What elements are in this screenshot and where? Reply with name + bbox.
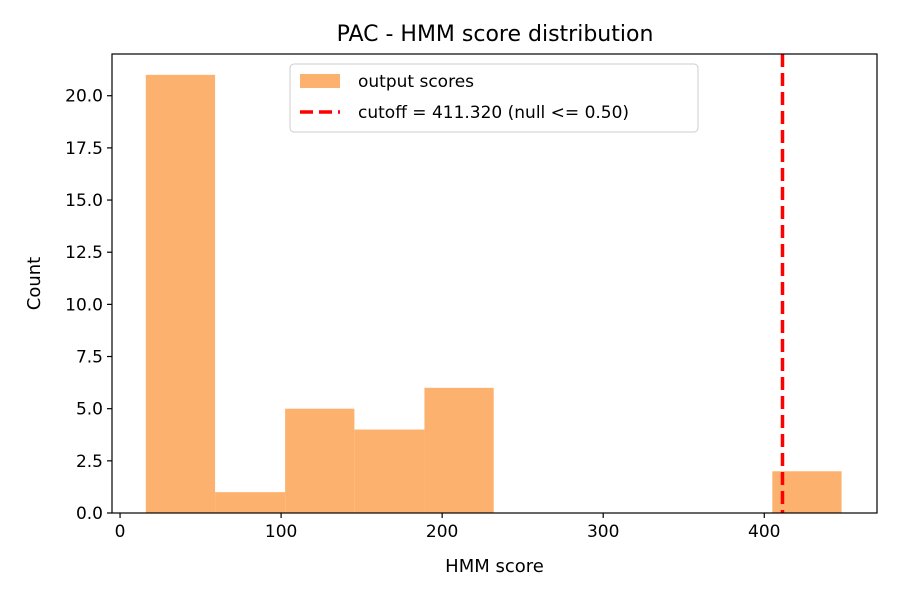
x-axis: 0 100 200 300 400: [115, 513, 780, 542]
chart-title: PAC - HMM score distribution: [337, 22, 654, 47]
histogram-bar: [215, 492, 286, 513]
y-tick-label: 0.0: [76, 504, 103, 524]
y-tick-label: 15.0: [65, 191, 103, 211]
x-axis-label: HMM score: [445, 556, 544, 577]
legend-box: [289, 63, 699, 133]
histogram-bar: [354, 429, 425, 513]
x-tick-label: 0: [115, 522, 126, 542]
histogram-bar: [424, 387, 494, 513]
x-tick-label: 100: [265, 522, 297, 542]
x-tick-label: 400: [748, 522, 780, 542]
y-axis-label: Count: [24, 257, 45, 310]
legend: output scores cutoff = 411.320 (null <= 0…: [289, 63, 699, 133]
y-tick-label: 12.5: [65, 243, 103, 263]
bars-layer: [145, 74, 842, 513]
y-tick-label: 10.0: [65, 295, 103, 315]
y-axis: 0.0 2.5 5.0 7.5 10.0 12.5 15.0 17.5 20.0: [65, 87, 112, 524]
x-tick-label: 200: [426, 522, 458, 542]
y-tick-label: 20.0: [65, 87, 103, 107]
legend-label: output scores: [358, 72, 474, 92]
plot-frame: [111, 53, 878, 514]
legend-patch: [300, 74, 340, 88]
histogram-bar: [145, 74, 216, 513]
legend-label: cutoff = 411.320 (null <= 0.50): [358, 103, 629, 123]
y-tick-label: 5.0: [76, 400, 103, 420]
y-tick-label: 17.5: [65, 139, 103, 159]
histogram-bar: [285, 408, 355, 513]
y-tick-label: 2.5: [76, 452, 103, 472]
x-tick-label: 300: [587, 522, 619, 542]
y-tick-label: 7.5: [76, 348, 103, 368]
